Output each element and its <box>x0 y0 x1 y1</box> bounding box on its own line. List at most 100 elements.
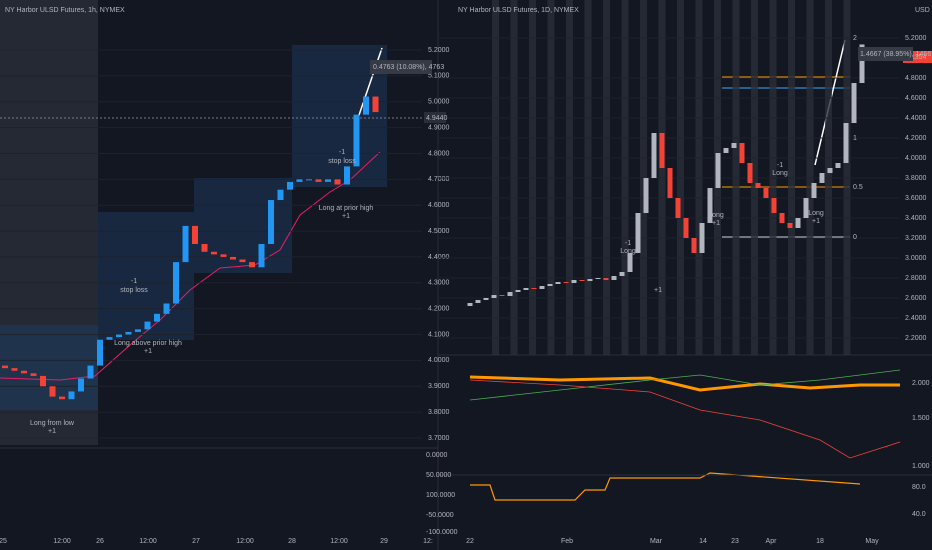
y-tick-label: 3.2000 <box>905 235 927 242</box>
candle <box>97 339 103 366</box>
candle <box>125 331 132 335</box>
candle <box>547 284 553 286</box>
y-tick-label: 4.8000 <box>428 150 450 157</box>
candle <box>483 298 489 300</box>
x-tick-label: 22 <box>466 538 474 545</box>
indicator-line <box>469 375 900 392</box>
annotation: -1 <box>339 149 345 156</box>
fib-label: 1 <box>853 135 857 142</box>
candle <box>59 396 65 400</box>
candle <box>201 244 208 252</box>
candle <box>859 44 865 83</box>
candle <box>667 168 673 198</box>
x-tick-label: 23 <box>731 538 739 545</box>
candle <box>106 337 113 340</box>
y-tick-label: 2.2000 <box>905 335 927 342</box>
candle <box>619 272 625 276</box>
y-tick-label: 4.1000 <box>428 331 450 338</box>
x-tick-label: 28 <box>288 538 296 545</box>
candle <box>515 290 521 292</box>
candle <box>353 114 360 167</box>
annotation: +1 <box>342 213 350 220</box>
candle <box>771 198 777 213</box>
candle <box>249 262 255 268</box>
candle <box>344 166 350 185</box>
sub-tick-label: 1.500 <box>912 415 930 422</box>
last-price: 4.9440 <box>426 115 448 122</box>
x-tick-label: 12:00 <box>330 538 348 545</box>
candle <box>40 375 46 387</box>
candle <box>643 178 649 213</box>
annotation: Long <box>620 248 636 255</box>
candle <box>811 183 817 198</box>
x-tick-label: May <box>865 538 879 545</box>
candle <box>611 276 617 280</box>
candle <box>707 188 713 223</box>
candle <box>763 188 769 198</box>
y-tick-label: 3.4000 <box>905 215 927 222</box>
candle <box>779 213 785 223</box>
x-tick-label: 25 <box>0 538 7 545</box>
x-tick-label: 12:00 <box>236 538 254 545</box>
candle <box>739 143 745 163</box>
y-tick-label: 4.4000 <box>428 254 450 261</box>
y-tick-label: 4.5000 <box>428 228 450 235</box>
y-tick-label: 3.0000 <box>905 255 927 262</box>
x-tick-label: 12:00 <box>139 538 157 545</box>
candle <box>211 251 217 255</box>
candle <box>659 133 665 168</box>
candle <box>315 179 322 182</box>
candle <box>491 295 497 298</box>
candle <box>87 365 94 379</box>
candle <box>627 253 633 272</box>
chart-title: NY Harbor ULSD Futures, 1h, NYMEX <box>5 7 125 14</box>
candle <box>11 368 18 371</box>
candle <box>334 179 341 185</box>
candle <box>715 153 721 188</box>
measure-label: 1.4667 (38.95%), 14667 <box>860 51 932 58</box>
fib-label: 0.5 <box>853 184 863 191</box>
annotation: Long from low <box>30 420 75 427</box>
candle <box>467 303 473 306</box>
candle <box>21 370 27 374</box>
x-tick-label: 12: <box>423 538 433 545</box>
candle <box>182 225 189 263</box>
annotation: Long at prior high <box>319 205 374 212</box>
y-tick-label: 4.9000 <box>428 124 450 131</box>
annotation: +1 <box>812 218 820 225</box>
annotation: Long <box>808 210 824 217</box>
sub-tick-label: 1.000 <box>912 463 930 470</box>
candle <box>787 223 793 228</box>
candle <box>755 183 761 188</box>
candle <box>731 143 737 148</box>
annotation: stop loss <box>328 158 356 165</box>
candle <box>595 278 601 279</box>
y-tick-label: 2.8000 <box>905 275 927 282</box>
y-tick-label: 5.0000 <box>428 99 450 106</box>
annotation: +1 <box>654 287 662 294</box>
candle <box>803 198 809 218</box>
moving-average <box>0 151 381 381</box>
candle <box>325 179 331 182</box>
sub-tick-label: 50.0000 <box>426 472 451 479</box>
x-tick-label: Feb <box>561 538 573 545</box>
candle <box>192 225 198 244</box>
sub-tick-label: 2.000 <box>912 380 930 387</box>
candle <box>268 200 274 244</box>
y-tick-label: 4.0000 <box>905 155 927 162</box>
indicator-line <box>469 379 901 459</box>
candle <box>579 280 585 281</box>
trade-box <box>0 325 98 410</box>
x-tick-label: 18 <box>816 538 824 545</box>
candle <box>539 286 545 289</box>
sub-tick-label: 40.0 <box>912 511 926 518</box>
annotation: +1 <box>712 220 720 227</box>
fib-label: 2 <box>853 35 857 42</box>
trade-box <box>194 178 292 273</box>
annotation: Long above prior high <box>114 340 182 347</box>
x-tick-label: 12:00 <box>53 538 71 545</box>
y-tick-label: 3.8000 <box>428 409 450 416</box>
candle <box>78 378 84 392</box>
candle <box>68 391 75 400</box>
